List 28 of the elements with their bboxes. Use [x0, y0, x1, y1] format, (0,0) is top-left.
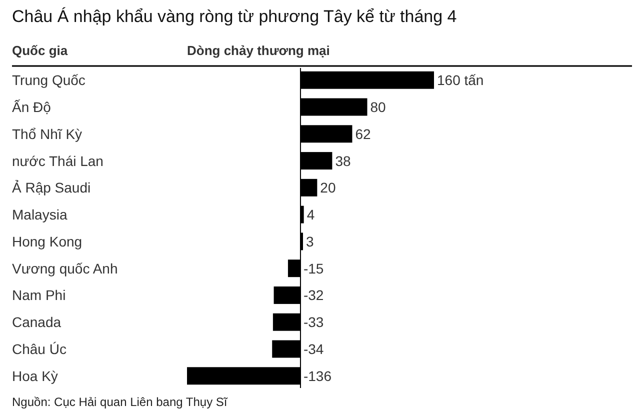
y-tick-label: Hoa Kỳ: [12, 368, 58, 384]
text: Nguồn: Cục Hải quan Liên bang Thụy Sĩ: [12, 395, 228, 409]
data-label: 62: [355, 126, 372, 142]
y-tick-label: nước Thái Lan: [12, 152, 104, 169]
y-tick-label: Hong Kong: [12, 233, 82, 250]
data-label: -33: [303, 314, 324, 330]
data-label: 38: [335, 152, 351, 169]
chart-title: Châu Á nhập khẩu vàng ròng từ phương Tây kể từ tháng 4: [12, 7, 457, 26]
y-tick-label: Canada: [12, 314, 62, 330]
data-label: 160 tấn: [437, 72, 484, 88]
x-axis-title: Dòng chảy thương mại: [187, 43, 330, 58]
data-label: -136: [303, 368, 332, 384]
data-label: 20: [320, 180, 336, 196]
y-tick-label: Nam Phi: [12, 287, 66, 304]
data-label: 4: [306, 206, 315, 223]
data-label: -15: [303, 260, 324, 276]
y-tick-label: Malaysia: [12, 206, 68, 223]
y-tick-label: Châu Úc: [12, 340, 66, 357]
y-tick-label: Trung Quốc: [12, 72, 86, 88]
data-label: -32: [303, 287, 324, 304]
data-label: -34: [303, 340, 324, 357]
y-tick-label: Vương quốc Anh: [12, 260, 118, 276]
y-axis-title: Quốc gia: [12, 43, 68, 58]
y-tick-label: Ấn Độ: [12, 99, 52, 116]
y-tick-label: Thổ Nhĩ Kỳ: [12, 126, 82, 142]
y-tick-label: Ả Rập Saudi: [12, 180, 91, 196]
data-label: 3: [306, 233, 314, 250]
data-label: 80: [370, 99, 386, 116]
